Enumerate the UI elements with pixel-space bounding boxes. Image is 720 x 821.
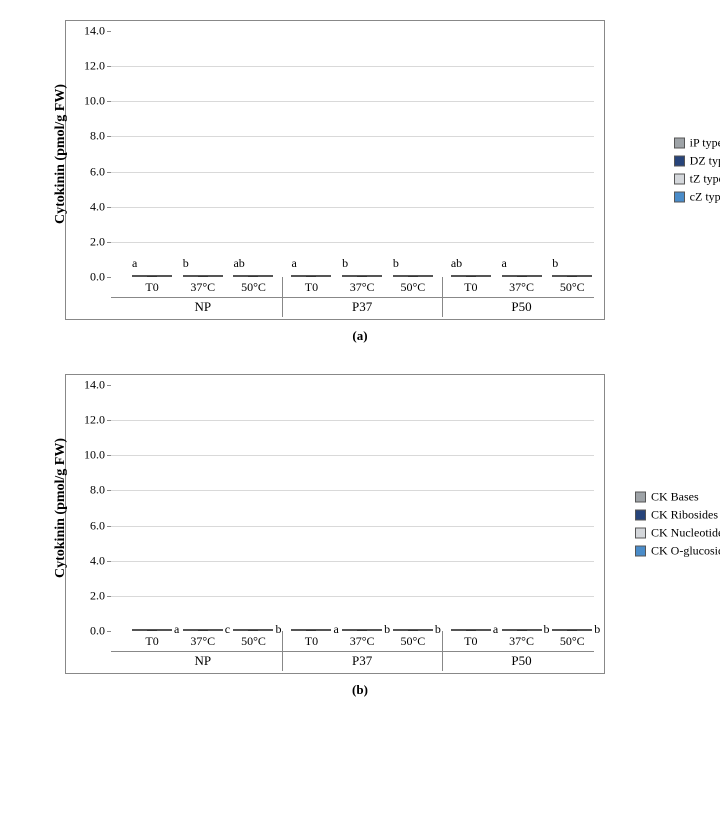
- legend-label: DZ types: [690, 154, 720, 169]
- x-axis-area: T037°C50°CT037°C50°CT037°C50°CNPP37P50: [111, 631, 594, 673]
- y-tick-label: 0.0: [71, 624, 105, 639]
- chart-panel-b: Cytokinin (pmol/g FW) 0.0 2.0 4.0 6.0 8.0 10.0…: [10, 374, 710, 698]
- legend-swatch: [635, 492, 646, 503]
- legend-label: CK O-glucosides: [651, 544, 720, 559]
- x-tick-label: 50°C: [388, 634, 438, 649]
- legend-swatch: [635, 510, 646, 521]
- y-tick-label: 6.0: [71, 164, 105, 179]
- legend-swatch: [674, 192, 685, 203]
- legend-label: CK Ribosides: [651, 508, 718, 523]
- x-tick-label: T0: [446, 634, 496, 649]
- significance-letter: a: [291, 256, 296, 271]
- group-label: P37: [352, 653, 372, 669]
- legend-label: tZ types: [690, 172, 720, 187]
- legend-item: cZ types: [674, 190, 720, 205]
- y-tick-label: 14.0: [71, 24, 105, 39]
- x-axis-rule: [111, 297, 594, 298]
- x-tick-label: T0: [446, 280, 496, 295]
- y-tick-label: 6.0: [71, 518, 105, 533]
- plot-area: Cytokinin (pmol/g FW)0.02.04.06.08.010.0…: [111, 31, 594, 277]
- x-tick-label: 37°C: [497, 634, 547, 649]
- group-label: P50: [511, 299, 531, 315]
- y-tick-label: 8.0: [71, 483, 105, 498]
- y-axis-label: Cytokinin (pmol/g FW): [53, 84, 69, 224]
- y-tick-label: 2.0: [71, 588, 105, 603]
- significance-letter: a: [502, 256, 507, 271]
- legend: CK Bases CK Ribosides CK Nucleotides CK O-g…: [635, 487, 720, 562]
- group-label: NP: [194, 653, 211, 669]
- plot-area: Cytokinin (pmol/g FW)0.02.04.06.08.010.0…: [111, 385, 594, 631]
- legend-swatch: [674, 138, 685, 149]
- x-tick-label: 37°C: [497, 280, 547, 295]
- group-label: P37: [352, 299, 372, 315]
- significance-letter: b: [342, 256, 348, 271]
- legend-label: iP types: [690, 136, 720, 151]
- y-tick-label: 2.0: [71, 234, 105, 249]
- legend-item: CK Nucleotides: [635, 526, 720, 541]
- bars-container: acbabbabb: [111, 385, 594, 631]
- y-axis-label: Cytokinin (pmol/g FW): [53, 438, 69, 578]
- group-label: NP: [194, 299, 211, 315]
- legend-label: CK Bases: [651, 490, 699, 505]
- legend-item: tZ types: [674, 172, 720, 187]
- significance-letter: b: [393, 256, 399, 271]
- bars-container: abababbabab: [111, 31, 594, 277]
- legend-label: CK Nucleotides: [651, 526, 720, 541]
- significance-letter: ab: [233, 256, 244, 271]
- x-tick-label: 37°C: [178, 634, 228, 649]
- legend-item: CK Ribosides: [635, 508, 720, 523]
- x-axis-rule: [111, 651, 594, 652]
- y-tick-label: 10.0: [71, 94, 105, 109]
- y-tick-label: 8.0: [71, 129, 105, 144]
- legend-swatch: [674, 156, 685, 167]
- y-tick-label: 10.0: [71, 448, 105, 463]
- significance-letter: b: [552, 256, 558, 271]
- legend-swatch: [635, 546, 646, 557]
- x-tick-label: 50°C: [228, 634, 278, 649]
- chart-frame: Cytokinin (pmol/g FW)0.02.04.06.08.010.0…: [65, 374, 605, 674]
- legend-swatch: [674, 174, 685, 185]
- significance-letter: b: [183, 256, 189, 271]
- x-tick-label: T0: [127, 634, 177, 649]
- y-tick-label: 4.0: [71, 199, 105, 214]
- legend-item: CK O-glucosides: [635, 544, 720, 559]
- x-tick-label: T0: [127, 280, 177, 295]
- legend-item: CK Bases: [635, 490, 720, 505]
- x-tick-label: 50°C: [228, 280, 278, 295]
- legend-item: DZ types: [674, 154, 720, 169]
- legend-label: cZ types: [690, 190, 720, 205]
- y-tick-label: 12.0: [71, 59, 105, 74]
- x-tick-label: 37°C: [337, 634, 387, 649]
- significance-letter: ab: [451, 256, 462, 271]
- legend: iP types DZ types tZ types cZ types: [674, 133, 720, 208]
- chart-frame: Cytokinin (pmol/g FW)0.02.04.06.08.010.0…: [65, 20, 605, 320]
- group-label: P50: [511, 653, 531, 669]
- panel-caption: (a): [10, 328, 710, 344]
- legend-item: iP types: [674, 136, 720, 151]
- legend-swatch: [635, 528, 646, 539]
- significance-letter: a: [132, 256, 137, 271]
- x-tick-label: 37°C: [178, 280, 228, 295]
- x-tick-label: 50°C: [388, 280, 438, 295]
- x-tick-label: 50°C: [547, 634, 597, 649]
- y-tick-label: 4.0: [71, 553, 105, 568]
- y-tick-label: 12.0: [71, 413, 105, 428]
- y-tick-label: 14.0: [71, 378, 105, 393]
- y-tick-label: 0.0: [71, 270, 105, 285]
- x-tick-label: 37°C: [337, 280, 387, 295]
- x-tick-label: T0: [286, 634, 336, 649]
- x-tick-label: 50°C: [547, 280, 597, 295]
- x-axis-area: T037°C50°CT037°C50°CT037°C50°CNPP37P50: [111, 277, 594, 319]
- chart-panel-a: Cytokinin (pmol/g FW) 0.0 2.0 4.0 6.0 8.0 10.0…: [10, 20, 710, 344]
- panel-caption: (b): [10, 682, 710, 698]
- x-tick-label: T0: [286, 280, 336, 295]
